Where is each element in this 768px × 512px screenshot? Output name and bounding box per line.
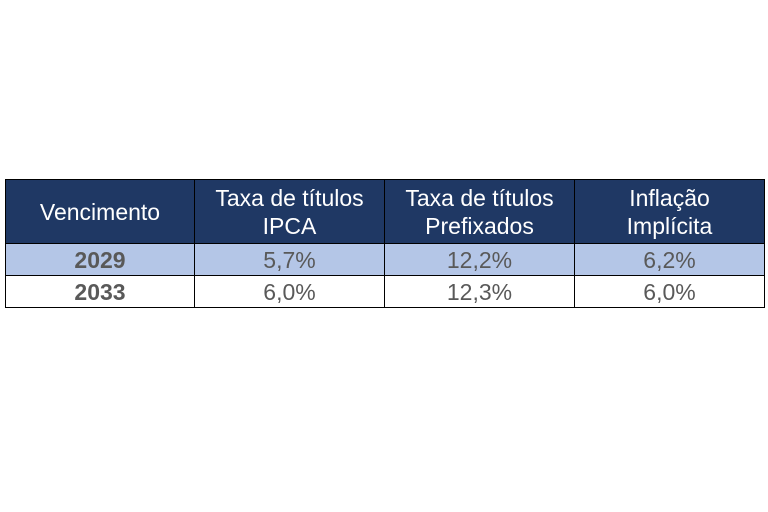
cell-inflacao: 6,0%	[574, 275, 765, 308]
rates-table: Vencimento Taxa de títulos IPCA Taxa de …	[5, 179, 765, 308]
table-header-row: Vencimento Taxa de títulos IPCA Taxa de …	[5, 179, 765, 244]
cell-year: 2029	[5, 243, 195, 276]
cell-year: 2033	[5, 275, 195, 308]
table-row: 2029 5,7% 12,2% 6,2%	[5, 243, 765, 276]
header-inflacao-implicita: Inflação Implícita	[574, 179, 765, 244]
header-taxa-prefixados: Taxa de títulos Prefixados	[384, 179, 575, 244]
table-row: 2033 6,0% 12,3% 6,0%	[5, 275, 765, 308]
cell-inflacao: 6,2%	[574, 243, 765, 276]
header-taxa-ipca: Taxa de títulos IPCA	[194, 179, 385, 244]
cell-prefixados: 12,3%	[384, 275, 575, 308]
cell-ipca: 5,7%	[194, 243, 385, 276]
cell-ipca: 6,0%	[194, 275, 385, 308]
cell-prefixados: 12,2%	[384, 243, 575, 276]
rates-table-container: Vencimento Taxa de títulos IPCA Taxa de …	[5, 179, 765, 308]
header-vencimento: Vencimento	[5, 179, 195, 244]
